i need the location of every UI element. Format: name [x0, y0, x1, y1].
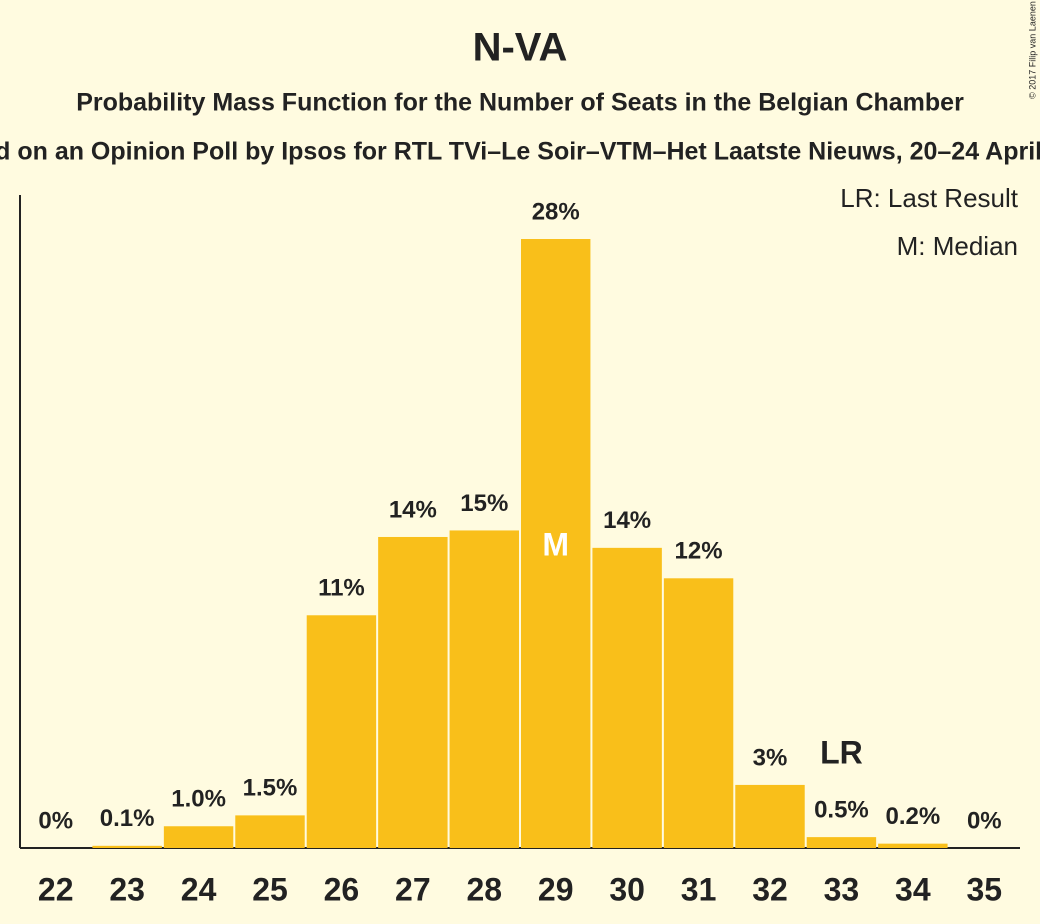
x-tick-label: 34: [895, 871, 931, 907]
bar: [592, 547, 662, 848]
x-tick-label: 23: [109, 871, 145, 907]
value-label: 0%: [38, 807, 73, 834]
x-tick-label: 31: [681, 871, 717, 907]
bar: [663, 578, 734, 848]
bar: [449, 530, 519, 848]
value-label: 14%: [389, 496, 437, 523]
chart-subtitle: Probability Mass Function for the Number…: [76, 89, 964, 117]
x-tick-label: 27: [395, 871, 431, 907]
copyright: © 2017 Filip van Laenen: [1027, 1, 1037, 99]
value-label: 28%: [532, 198, 580, 225]
x-tick-label: 35: [966, 871, 1002, 907]
value-label: 1.0%: [171, 786, 226, 813]
x-tick-label: 25: [252, 871, 288, 907]
bar: [163, 826, 234, 848]
x-tick-label: 26: [324, 871, 360, 907]
chart-title: N-VA: [473, 26, 568, 70]
legend-entry: LR: Last Result: [840, 183, 1019, 213]
x-tick-label: 22: [38, 871, 74, 907]
x-tick-label: 29: [538, 871, 574, 907]
value-label: 0.1%: [100, 805, 155, 832]
value-label: 1.5%: [243, 775, 298, 802]
x-tick-label: 33: [824, 871, 860, 907]
value-label: 0.2%: [886, 803, 941, 830]
bar: [735, 784, 805, 848]
value-label: 3%: [753, 744, 788, 771]
x-tick-label: 28: [466, 871, 502, 907]
bar: [806, 837, 877, 848]
bar: [92, 845, 162, 848]
bar: [235, 815, 305, 848]
x-tick-label: 24: [181, 871, 217, 907]
value-label: 0.5%: [814, 796, 869, 823]
legend-entry: M: Median: [897, 231, 1018, 261]
value-label: 14%: [603, 507, 651, 534]
bar: [378, 536, 448, 848]
value-label: 12%: [675, 538, 723, 565]
last-result-marker: LR: [820, 734, 863, 770]
x-tick-label: 32: [752, 871, 788, 907]
chart-subtitle: Based on an Opinion Poll by Ipsos for RT…: [0, 138, 1040, 166]
x-tick-label: 30: [609, 871, 645, 907]
median-marker: M: [542, 526, 569, 562]
value-label: 0%: [967, 807, 1002, 834]
bar: [306, 615, 377, 848]
bar: [521, 239, 591, 848]
value-label: 11%: [318, 575, 365, 602]
value-label: 15%: [460, 490, 508, 517]
bar: [878, 843, 948, 848]
